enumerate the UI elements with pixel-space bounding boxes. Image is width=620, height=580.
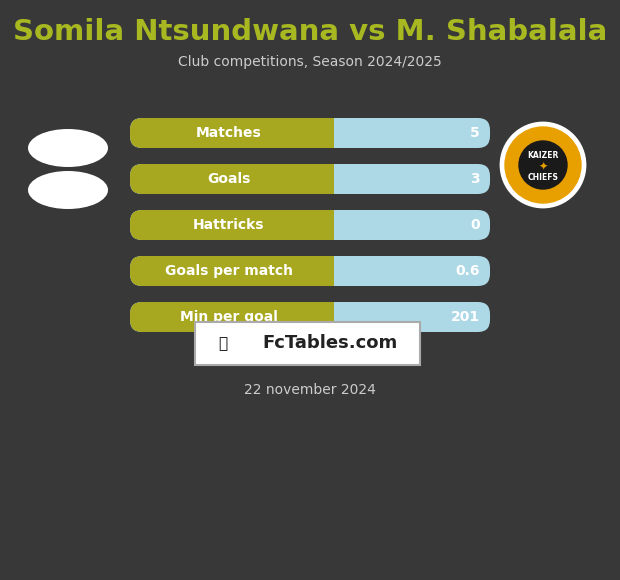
FancyBboxPatch shape [310, 118, 334, 148]
Text: CHIEFS: CHIEFS [528, 172, 559, 182]
FancyBboxPatch shape [130, 256, 328, 286]
Text: Goals per match: Goals per match [165, 264, 293, 278]
FancyBboxPatch shape [310, 210, 334, 240]
Ellipse shape [28, 129, 108, 167]
FancyBboxPatch shape [130, 302, 490, 332]
Text: 22 november 2024: 22 november 2024 [244, 383, 376, 397]
Text: ✦: ✦ [538, 162, 547, 172]
FancyBboxPatch shape [310, 256, 334, 286]
Text: Hattricks: Hattricks [193, 218, 265, 232]
Text: Matches: Matches [196, 126, 262, 140]
FancyBboxPatch shape [130, 256, 490, 286]
Text: 0: 0 [471, 218, 480, 232]
FancyBboxPatch shape [195, 322, 420, 365]
Text: Goals: Goals [207, 172, 250, 186]
FancyBboxPatch shape [130, 210, 490, 240]
FancyBboxPatch shape [310, 302, 334, 332]
Text: 201: 201 [451, 310, 480, 324]
Text: KAIZER: KAIZER [528, 150, 559, 160]
FancyBboxPatch shape [130, 164, 490, 194]
Circle shape [501, 123, 585, 207]
Text: Min per goal: Min per goal [180, 310, 278, 324]
Text: Club competitions, Season 2024/2025: Club competitions, Season 2024/2025 [178, 55, 442, 69]
FancyBboxPatch shape [130, 302, 328, 332]
Ellipse shape [28, 171, 108, 209]
Text: 📈: 📈 [218, 336, 228, 351]
Text: 5: 5 [470, 126, 480, 140]
FancyBboxPatch shape [130, 210, 328, 240]
Circle shape [519, 141, 567, 189]
FancyBboxPatch shape [310, 164, 334, 194]
FancyBboxPatch shape [130, 118, 328, 148]
Text: FcTables.com: FcTables.com [262, 335, 397, 353]
Text: 3: 3 [471, 172, 480, 186]
Text: 0.6: 0.6 [456, 264, 480, 278]
FancyBboxPatch shape [130, 118, 490, 148]
Circle shape [505, 127, 581, 203]
FancyBboxPatch shape [130, 164, 328, 194]
Text: Somila Ntsundwana vs M. Shabalala: Somila Ntsundwana vs M. Shabalala [13, 18, 607, 46]
